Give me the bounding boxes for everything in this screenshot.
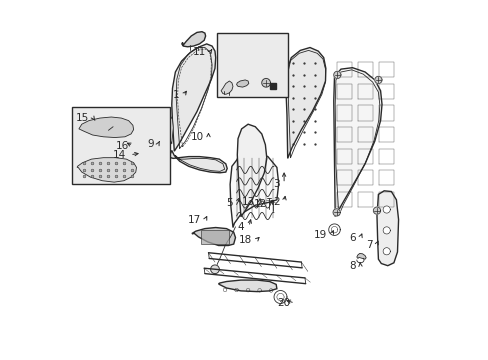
Polygon shape: [330, 226, 337, 233]
Polygon shape: [373, 207, 380, 214]
Polygon shape: [160, 137, 164, 142]
Polygon shape: [236, 80, 248, 87]
Polygon shape: [332, 209, 340, 216]
Text: 4: 4: [237, 222, 244, 232]
Text: 18: 18: [238, 235, 251, 246]
Text: 6: 6: [349, 233, 355, 243]
Text: 7: 7: [365, 240, 371, 250]
FancyBboxPatch shape: [201, 230, 228, 244]
Polygon shape: [221, 81, 232, 94]
Text: 5: 5: [226, 198, 232, 208]
Text: 2: 2: [273, 197, 279, 207]
Text: 3: 3: [273, 179, 279, 189]
Polygon shape: [333, 68, 381, 217]
Polygon shape: [79, 117, 133, 138]
Polygon shape: [285, 48, 325, 158]
Polygon shape: [356, 253, 366, 259]
Text: 10: 10: [191, 132, 204, 142]
Text: 19: 19: [313, 230, 326, 240]
Text: 1: 1: [172, 90, 179, 100]
Text: 13: 13: [242, 197, 255, 207]
Polygon shape: [382, 227, 389, 234]
Polygon shape: [230, 151, 278, 228]
Polygon shape: [333, 71, 340, 78]
Polygon shape: [167, 116, 173, 144]
Text: 20: 20: [277, 298, 290, 308]
Polygon shape: [182, 32, 205, 47]
Text: 15: 15: [76, 113, 89, 123]
Polygon shape: [77, 158, 136, 182]
Text: 9: 9: [147, 139, 153, 149]
Polygon shape: [237, 124, 266, 217]
Polygon shape: [192, 228, 235, 246]
Polygon shape: [210, 265, 219, 274]
Text: 16: 16: [115, 141, 128, 151]
Text: 11: 11: [192, 47, 205, 57]
Text: 17: 17: [187, 215, 200, 225]
Polygon shape: [382, 248, 389, 255]
Text: 14: 14: [112, 150, 125, 160]
Text: 8: 8: [349, 261, 355, 271]
Polygon shape: [171, 44, 215, 151]
Text: 12: 12: [253, 199, 266, 210]
Polygon shape: [376, 191, 398, 266]
FancyBboxPatch shape: [217, 33, 287, 97]
FancyBboxPatch shape: [72, 107, 169, 184]
Polygon shape: [374, 76, 381, 84]
Polygon shape: [261, 78, 270, 87]
Polygon shape: [218, 280, 276, 292]
Polygon shape: [169, 150, 227, 173]
Polygon shape: [382, 206, 389, 213]
